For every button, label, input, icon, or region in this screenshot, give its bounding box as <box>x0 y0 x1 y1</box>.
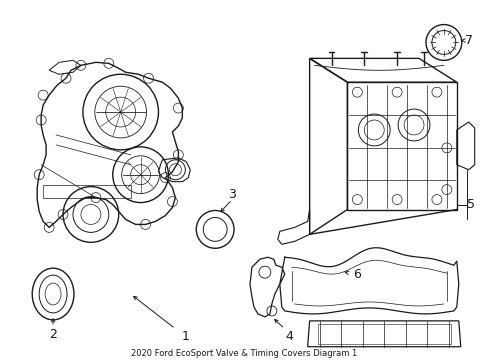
Text: 2: 2 <box>49 328 57 341</box>
Text: 2020 Ford EcoSport Valve & Timing Covers Diagram 1: 2020 Ford EcoSport Valve & Timing Covers… <box>131 349 356 358</box>
Text: 5: 5 <box>466 198 474 211</box>
Text: 7: 7 <box>464 34 472 47</box>
Text: 6: 6 <box>353 267 361 281</box>
Text: 3: 3 <box>228 188 236 201</box>
Text: 1: 1 <box>181 330 189 343</box>
Text: 4: 4 <box>285 330 293 343</box>
